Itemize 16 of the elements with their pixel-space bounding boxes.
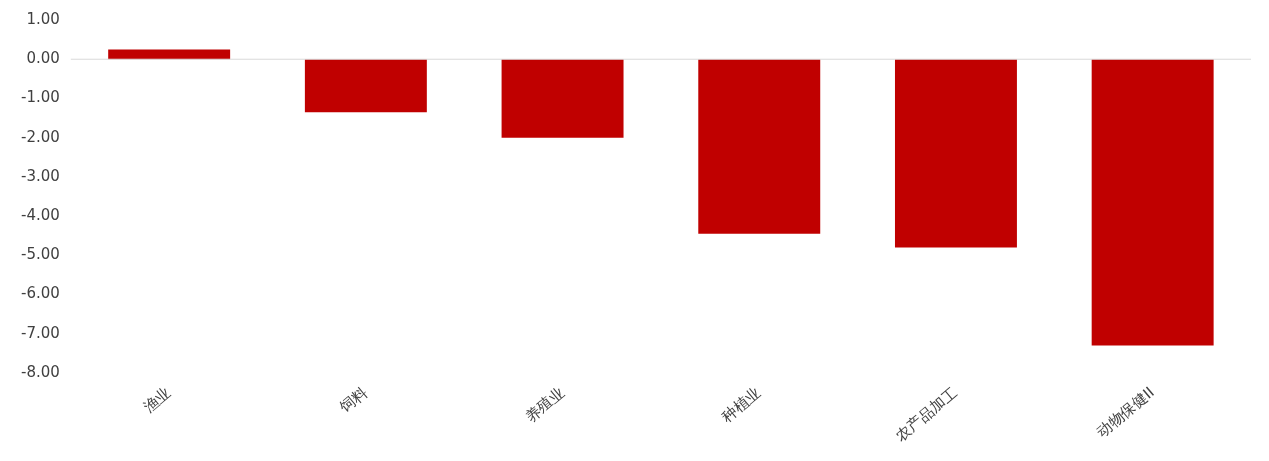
x-tick-label: 动物保健II — [1093, 383, 1158, 442]
y-tick-label: -2.00 — [21, 127, 60, 146]
y-tick-label: -1.00 — [21, 88, 60, 107]
y-tick-label: -4.00 — [21, 206, 60, 224]
y-tick-label: -3.00 — [21, 166, 60, 185]
y-tick-label: -8.00 — [21, 362, 60, 381]
x-tick-label: 渔业 — [139, 383, 175, 417]
x-tick-label: 农产品加工 — [892, 383, 962, 446]
y-tick-label: -6.00 — [21, 284, 60, 303]
x-tick-label: 养殖业 — [521, 383, 568, 426]
y-tick-label: 0.00 — [26, 49, 60, 68]
y-tick-label: 1.00 — [26, 9, 60, 28]
x-tick-label: 种植业 — [718, 383, 765, 426]
x-tick-label: 饲料 — [335, 383, 371, 417]
y-tick-label: -7.00 — [21, 323, 60, 342]
y-tick-label: -5.00 — [21, 245, 60, 264]
